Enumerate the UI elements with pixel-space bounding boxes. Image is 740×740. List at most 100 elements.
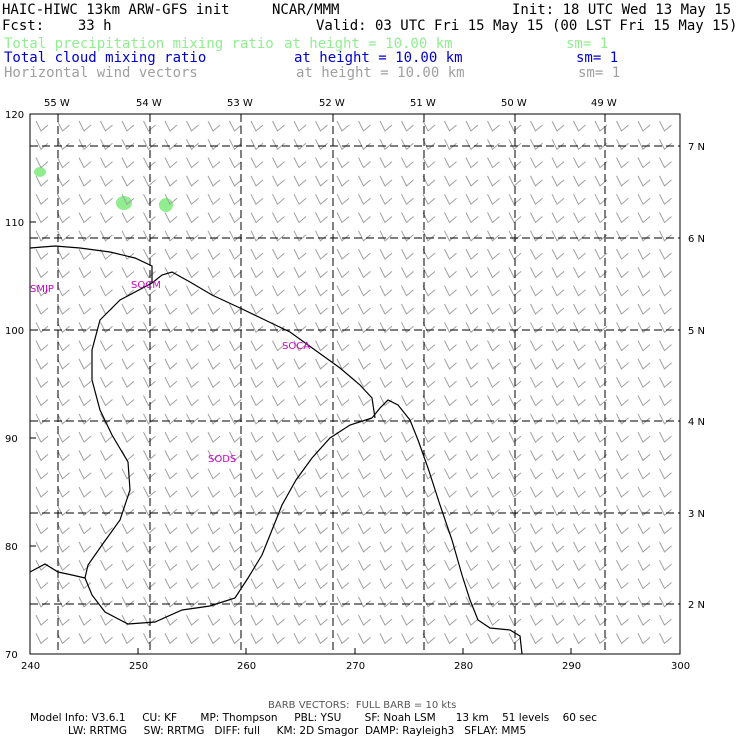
wind-barb	[530, 633, 543, 645]
wind-barb	[401, 157, 414, 169]
wind-barb	[444, 157, 457, 169]
wind-barb	[336, 267, 350, 279]
wind-barb	[616, 193, 629, 205]
wind-barb	[229, 267, 242, 279]
wind-barb	[444, 267, 457, 279]
wind-barb	[616, 139, 629, 151]
wind-barb	[637, 120, 651, 132]
wind-barb	[616, 505, 629, 517]
wind-barb	[100, 120, 113, 132]
wind-barb	[57, 413, 70, 425]
wind-barb	[207, 395, 221, 407]
wind-barb	[315, 175, 328, 187]
wind-barb	[379, 175, 393, 187]
wind-barb	[530, 230, 543, 242]
wind-barb	[444, 450, 457, 462]
wind-barb	[121, 559, 135, 571]
wind-barb	[444, 340, 457, 352]
wind-barb	[659, 212, 672, 224]
org-label: NCAR/MMM	[272, 2, 340, 18]
wind-barb	[659, 322, 672, 334]
wind-barb	[444, 614, 457, 626]
wind-barb	[100, 376, 113, 388]
wind-barb	[637, 633, 651, 645]
x-tick-label: 300	[671, 661, 690, 672]
wind-barb	[358, 541, 371, 553]
wind-barb	[401, 267, 414, 279]
wind-barb	[229, 505, 242, 517]
wind-barb	[272, 395, 285, 407]
wind-barb	[164, 285, 178, 297]
wind-barb	[57, 486, 70, 498]
wind-barb	[100, 468, 113, 480]
wind-barb	[551, 596, 565, 608]
wind-barb	[229, 248, 242, 260]
wind-barb	[293, 340, 307, 352]
wind-barb	[121, 157, 135, 169]
wind-barb	[143, 413, 156, 425]
wind-barb	[465, 248, 479, 260]
wind-barb	[315, 413, 328, 425]
wind-barb	[100, 486, 113, 498]
wind-barb	[487, 248, 500, 260]
wind-barb	[573, 376, 586, 388]
lat-label: 6 N	[688, 234, 705, 245]
wind-barb	[250, 303, 264, 315]
wind-barb	[379, 523, 393, 535]
wind-barb	[444, 120, 457, 132]
lat-label: 3 N	[688, 509, 705, 520]
wind-barb	[508, 541, 522, 553]
wind-barb	[379, 193, 393, 205]
wind-barb	[293, 193, 307, 205]
wind-barb	[487, 120, 500, 132]
wind-barb	[272, 230, 285, 242]
wind-barb	[508, 248, 522, 260]
wind-barb	[272, 193, 285, 205]
wind-barb	[272, 468, 285, 480]
wind-barb	[35, 340, 49, 352]
wind-barb	[336, 596, 350, 608]
wind-barb	[530, 139, 543, 151]
wind-barb	[186, 120, 199, 132]
wind-barb	[100, 578, 113, 590]
wind-barb	[78, 614, 92, 626]
wind-barb	[143, 450, 156, 462]
wind-barb	[315, 193, 328, 205]
wind-barb	[616, 358, 629, 370]
wind-barb	[573, 340, 586, 352]
wind-barb	[465, 175, 479, 187]
wind-barb	[573, 468, 586, 480]
wind-barb	[379, 139, 393, 151]
wind-barb	[465, 157, 479, 169]
wind-barb	[487, 523, 500, 535]
wind-barb	[143, 267, 156, 279]
wind-barb	[659, 505, 672, 517]
wind-barb	[616, 212, 629, 224]
wind-barb	[444, 175, 457, 187]
wind-barb	[530, 193, 543, 205]
wind-barb	[508, 193, 522, 205]
wind-barb	[637, 157, 651, 169]
wind-barb	[358, 450, 371, 462]
wind-barb	[35, 395, 49, 407]
wind-barb	[57, 596, 70, 608]
wind-barb	[530, 340, 543, 352]
wind-barb	[78, 212, 92, 224]
wind-barb	[143, 596, 156, 608]
wind-barb	[35, 230, 49, 242]
wind-barb	[100, 450, 113, 462]
wind-barb	[164, 541, 178, 553]
wind-barb	[315, 523, 328, 535]
wind-barb	[207, 614, 221, 626]
wind-barb	[336, 322, 350, 334]
wind-barb	[487, 559, 500, 571]
wind-barb	[35, 614, 49, 626]
wind-barb	[100, 248, 113, 260]
wind-barb	[616, 596, 629, 608]
wind-barb	[164, 175, 178, 187]
precip-patch	[116, 196, 132, 210]
field-cloud-height: at height = 10.00 km	[294, 50, 463, 66]
wind-barb	[508, 358, 522, 370]
wind-barb	[487, 303, 500, 315]
wind-barb	[659, 340, 672, 352]
